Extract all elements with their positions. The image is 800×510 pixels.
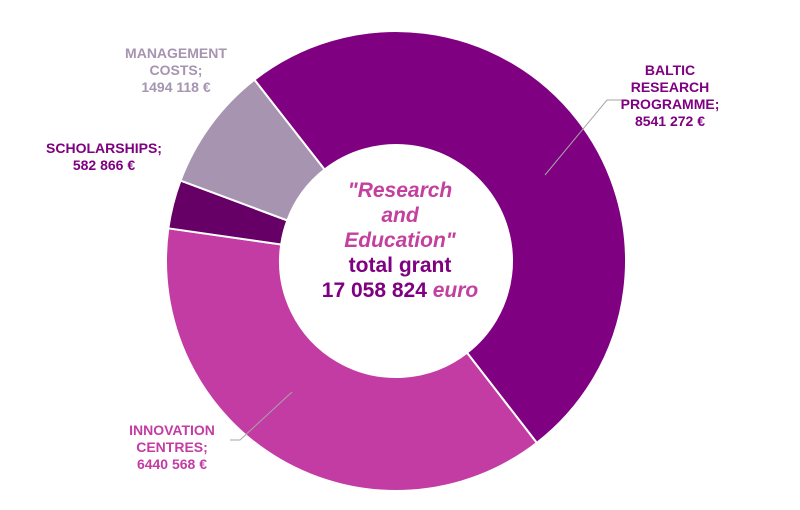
- slice-label-line: CENTRES;: [136, 439, 208, 455]
- center-subtitle: total grant: [348, 254, 452, 277]
- slice-label-line: BALTIC: [644, 62, 696, 78]
- slice-label-line: PROGRAMME;: [620, 96, 720, 112]
- slice-label-baltic-research-programme: BALTIC RESEARCH PROGRAMME; 8541 272 €: [600, 62, 740, 130]
- slice-label-management-costs: MANAGEMENT COSTS; 1494 118 €: [96, 45, 256, 96]
- slice-value: 582 866 €: [72, 157, 136, 173]
- slice-label-line: MANAGEMENT: [125, 45, 227, 61]
- leader-line-innovation: [230, 391, 293, 441]
- slice-value: 8541 272 €: [634, 113, 706, 129]
- slice-label-scholarships: SCHOLARSHIPS; 582 866 €: [14, 140, 194, 174]
- center-title-line: Education": [344, 229, 456, 252]
- center-title-line: "Research: [347, 179, 453, 202]
- slice-label-line: SCHOLARSHIPS;: [46, 140, 162, 156]
- leader-line-baltic: [544, 99, 622, 176]
- slice-label-line: COSTS;: [149, 62, 203, 78]
- slice-label-line: INNOVATION: [129, 422, 215, 438]
- slice-label-line: RESEARCH: [630, 79, 710, 95]
- donut-center-text: "Research and Education" total grant 17 …: [300, 178, 500, 303]
- slice-value: 6440 568 €: [136, 456, 208, 472]
- slice-baltic-research-programme: [252, 29, 628, 445]
- center-title-line: and: [381, 204, 419, 227]
- slice-management-costs: [179, 78, 326, 222]
- center-total-amount: 17 058 824: [321, 279, 427, 302]
- center-total-unit: euro: [432, 279, 479, 302]
- slice-innovation-centres: [165, 227, 539, 492]
- center-total: 17 058 824 euro: [300, 278, 500, 303]
- slice-value: 1494 118 €: [141, 79, 211, 95]
- slice-label-innovation-centres: INNOVATION CENTRES; 6440 568 €: [92, 422, 252, 473]
